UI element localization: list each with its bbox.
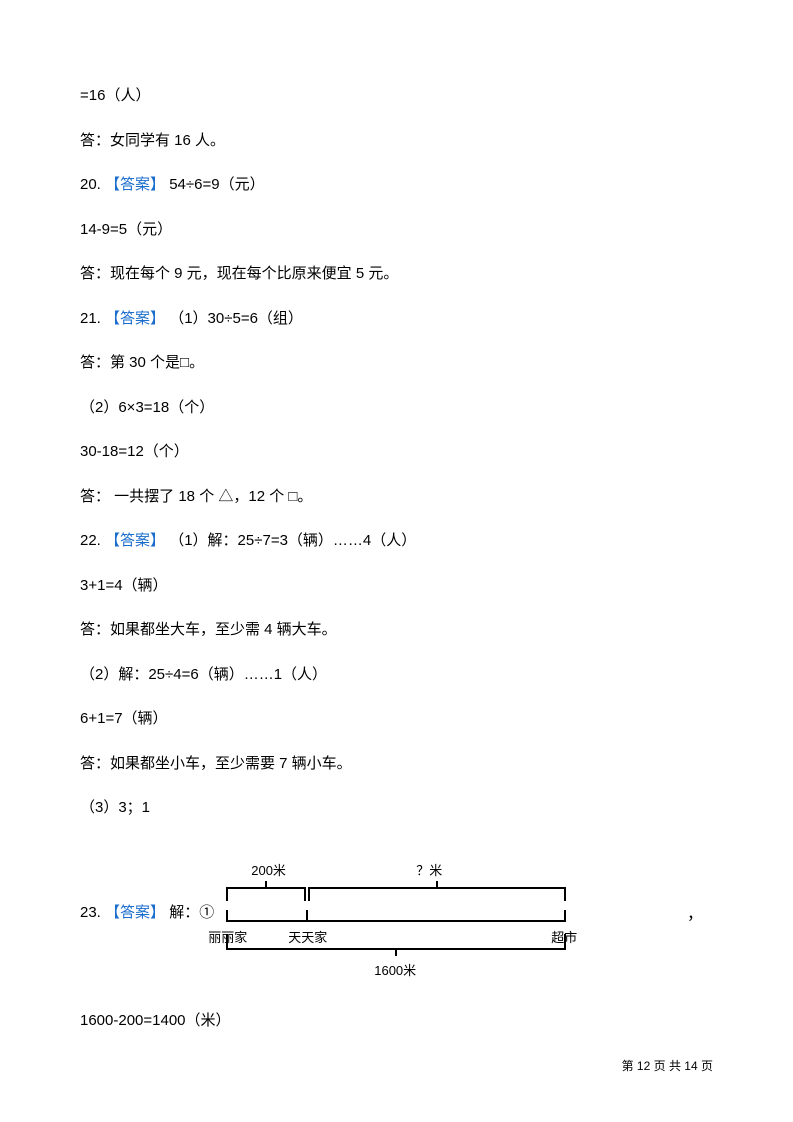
footer-mid: 页 共 bbox=[650, 1059, 684, 1073]
footer-total: 14 bbox=[684, 1059, 697, 1073]
top-measure-2: ？米 bbox=[416, 860, 442, 879]
q20-line: 20. 【答案】 54÷6=9（元） bbox=[80, 174, 713, 197]
answer-label: 【答案】 bbox=[105, 532, 165, 549]
lower-brace bbox=[226, 922, 566, 950]
answer-line: （3）3；1 bbox=[80, 797, 713, 820]
calc-line: （2）6×3=18（个） bbox=[80, 397, 713, 420]
tick-1 bbox=[226, 910, 228, 922]
answer-line: 答：如果都坐大车，至少需 4 辆大车。 bbox=[80, 619, 713, 642]
answer-label: 【答案】 bbox=[105, 904, 165, 921]
calc-line: 6+1=7（辆） bbox=[80, 708, 713, 731]
question-content: （1）30÷5=6（组） bbox=[169, 310, 303, 327]
answer-line: 答：女同学有 16 人。 bbox=[80, 130, 713, 153]
question-content: （1）解：25÷7=3（辆）……4（人） bbox=[169, 532, 416, 549]
calc-line: 3+1=4（辆） bbox=[80, 575, 713, 598]
calc-line: 30-18=12（个） bbox=[80, 441, 713, 464]
q23-row: 23. 【答案】 解：① 200米 ？米 丽丽家 天天家 超市 1600米 ， bbox=[80, 842, 713, 982]
question-content: 解：① bbox=[169, 904, 214, 921]
answer-line: 答：现在每个 9 元，现在每个比原来便宜 5 元。 bbox=[80, 263, 713, 286]
tick-2 bbox=[306, 910, 308, 922]
q23-prefix: 23. 【答案】 解：① bbox=[80, 901, 214, 922]
q21-line: 21. 【答案】 （1）30÷5=6（组） bbox=[80, 308, 713, 331]
question-number: 22. bbox=[80, 532, 101, 549]
page-footer: 第 12 页 共 14 页 bbox=[622, 1057, 713, 1074]
trailing-comma: ， bbox=[687, 900, 713, 924]
q22-line: 22. 【答案】 （1）解：25÷7=3（辆）……4（人） bbox=[80, 530, 713, 553]
question-content: 54÷6=9（元） bbox=[169, 176, 264, 193]
upper-brace-2 bbox=[308, 887, 566, 909]
footer-prefix: 第 bbox=[622, 1059, 637, 1073]
top-measure-1: 200米 bbox=[251, 860, 286, 879]
tick-3 bbox=[564, 910, 566, 922]
answer-line: 答： 一共摆了 18 个 △，12 个 □。 bbox=[80, 486, 713, 509]
calc-line: 14-9=5（元） bbox=[80, 219, 713, 242]
upper-brace-1 bbox=[226, 887, 306, 909]
bottom-measure: 1600米 bbox=[374, 960, 416, 979]
answer-label: 【答案】 bbox=[105, 176, 165, 193]
calc-line: =16（人） bbox=[80, 85, 713, 108]
question-number: 20. bbox=[80, 176, 101, 193]
answer-line: 答：第 30 个是□。 bbox=[80, 352, 713, 375]
footer-suffix: 页 bbox=[698, 1059, 713, 1073]
question-number: 21. bbox=[80, 310, 101, 327]
footer-page: 12 bbox=[637, 1059, 650, 1073]
answer-label: 【答案】 bbox=[105, 310, 165, 327]
answer-line: 答：如果都坐小车，至少需要 7 辆小车。 bbox=[80, 753, 713, 776]
distance-diagram: 200米 ？米 丽丽家 天天家 超市 1600米 bbox=[226, 842, 606, 982]
calc-line: 1600-200=1400（米） bbox=[80, 1010, 713, 1033]
question-number: 23. bbox=[80, 904, 101, 921]
calc-line: （2）解：25÷4=6（辆）……1（人） bbox=[80, 664, 713, 687]
